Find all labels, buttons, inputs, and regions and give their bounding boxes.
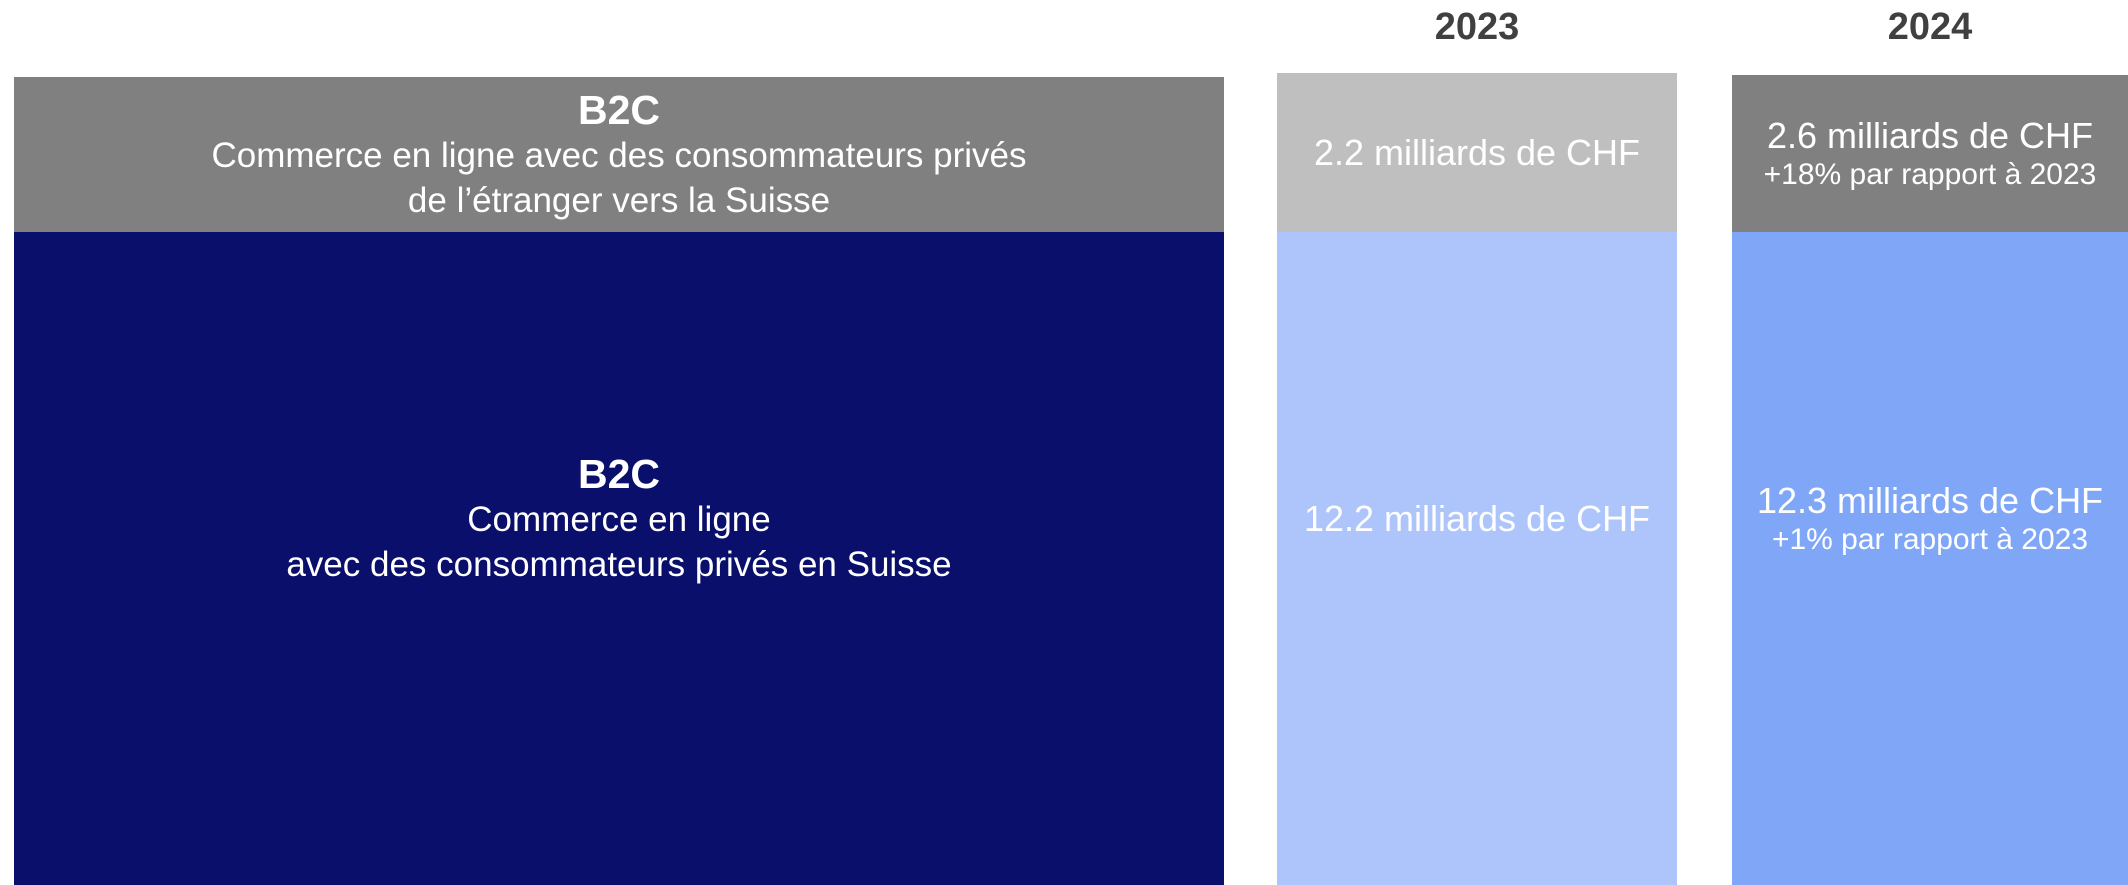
label-line: Commerce en ligne — [467, 499, 771, 539]
year-header: 2024 — [1887, 6, 1973, 48]
change-text: +18% par rapport à 2023 — [1763, 157, 2097, 191]
label-title: B2C — [577, 450, 661, 497]
value-text: 12.3 milliards de CHF — [1756, 479, 2104, 521]
value-text: 2.2 milliards de CHF — [1313, 131, 1641, 173]
value-cell: 2.2 milliards de CHF — [1277, 73, 1677, 232]
year-header: 2023 — [1434, 6, 1520, 48]
label-title: B2C — [577, 87, 661, 133]
label-line: Commerce en ligne avec des consommateurs… — [211, 136, 1027, 175]
value-cell: 12.3 milliards de CHF +1% par rapport à 2… — [1732, 232, 2128, 885]
value-text: 12.2 milliards de CHF — [1303, 497, 1651, 539]
row-label: B2C Commerce en ligne avec des consommate… — [14, 77, 1224, 232]
value-cell: 2.6 milliards de CHF +18% par rapport à 2… — [1732, 75, 2128, 232]
label-line: avec des consommateurs privés en Suisse — [286, 544, 952, 584]
row-label: B2C Commerce en ligne avec des consommateu… — [14, 232, 1224, 885]
change-text: +1% par rapport à 2023 — [1771, 522, 2089, 556]
value-text: 2.6 milliards de CHF — [1766, 114, 2094, 156]
label-line: de l’étranger vers la Suisse — [407, 181, 831, 220]
value-cell: 12.2 milliards de CHF — [1277, 232, 1677, 885]
